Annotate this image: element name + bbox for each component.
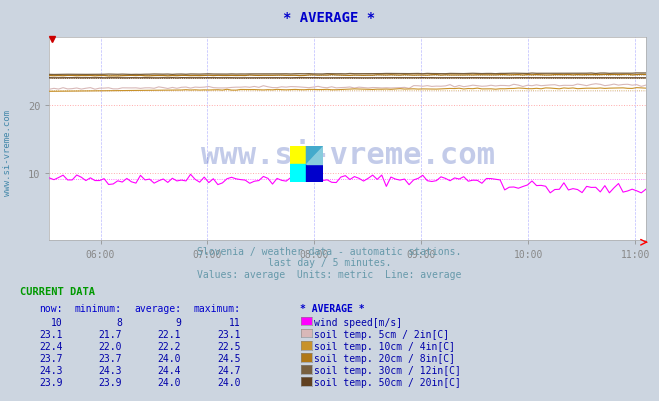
Text: 22.1: 22.1 (158, 329, 181, 339)
Text: Values: average  Units: metric  Line: average: Values: average Units: metric Line: aver… (197, 269, 462, 279)
Polygon shape (306, 146, 323, 164)
Text: 11: 11 (229, 317, 241, 327)
Text: minimum:: minimum: (75, 303, 122, 313)
Text: soil temp. 50cm / 20in[C]: soil temp. 50cm / 20in[C] (314, 377, 461, 387)
Polygon shape (306, 146, 323, 164)
Text: soil temp. 5cm / 2in[C]: soil temp. 5cm / 2in[C] (314, 329, 449, 339)
Text: 23.9: 23.9 (39, 377, 63, 387)
Text: 22.5: 22.5 (217, 341, 241, 351)
Text: 23.1: 23.1 (39, 329, 63, 339)
Text: average:: average: (134, 303, 181, 313)
Text: maximum:: maximum: (194, 303, 241, 313)
Text: wind speed[m/s]: wind speed[m/s] (314, 317, 403, 327)
Text: 9: 9 (175, 317, 181, 327)
Polygon shape (290, 164, 306, 182)
Polygon shape (306, 164, 323, 182)
Text: 8: 8 (116, 317, 122, 327)
Text: soil temp. 10cm / 4in[C]: soil temp. 10cm / 4in[C] (314, 341, 455, 351)
Text: 21.7: 21.7 (98, 329, 122, 339)
Text: * AVERAGE *: * AVERAGE * (283, 11, 376, 25)
Text: 22.2: 22.2 (158, 341, 181, 351)
Text: * AVERAGE *: * AVERAGE * (300, 303, 364, 313)
Text: 24.0: 24.0 (158, 377, 181, 387)
Text: 10: 10 (51, 317, 63, 327)
Text: last day / 5 minutes.: last day / 5 minutes. (268, 258, 391, 268)
Text: 23.7: 23.7 (39, 353, 63, 363)
Text: www.si-vreme.com: www.si-vreme.com (200, 141, 495, 170)
Text: now:: now: (39, 303, 63, 313)
Text: 22.0: 22.0 (98, 341, 122, 351)
Polygon shape (290, 146, 306, 164)
Text: 24.0: 24.0 (217, 377, 241, 387)
Text: CURRENT DATA: CURRENT DATA (20, 287, 95, 297)
Text: 23.1: 23.1 (217, 329, 241, 339)
Text: soil temp. 30cm / 12in[C]: soil temp. 30cm / 12in[C] (314, 365, 461, 375)
Text: 24.7: 24.7 (217, 365, 241, 375)
Text: 24.3: 24.3 (39, 365, 63, 375)
Text: Slovenia / weather data - automatic stations.: Slovenia / weather data - automatic stat… (197, 247, 462, 257)
Text: 24.5: 24.5 (217, 353, 241, 363)
Text: 23.9: 23.9 (98, 377, 122, 387)
Text: 23.7: 23.7 (98, 353, 122, 363)
Text: 24.3: 24.3 (98, 365, 122, 375)
Text: 22.4: 22.4 (39, 341, 63, 351)
Text: soil temp. 20cm / 8in[C]: soil temp. 20cm / 8in[C] (314, 353, 455, 363)
Text: 24.4: 24.4 (158, 365, 181, 375)
Text: www.si-vreme.com: www.si-vreme.com (3, 109, 13, 195)
Text: 24.0: 24.0 (158, 353, 181, 363)
